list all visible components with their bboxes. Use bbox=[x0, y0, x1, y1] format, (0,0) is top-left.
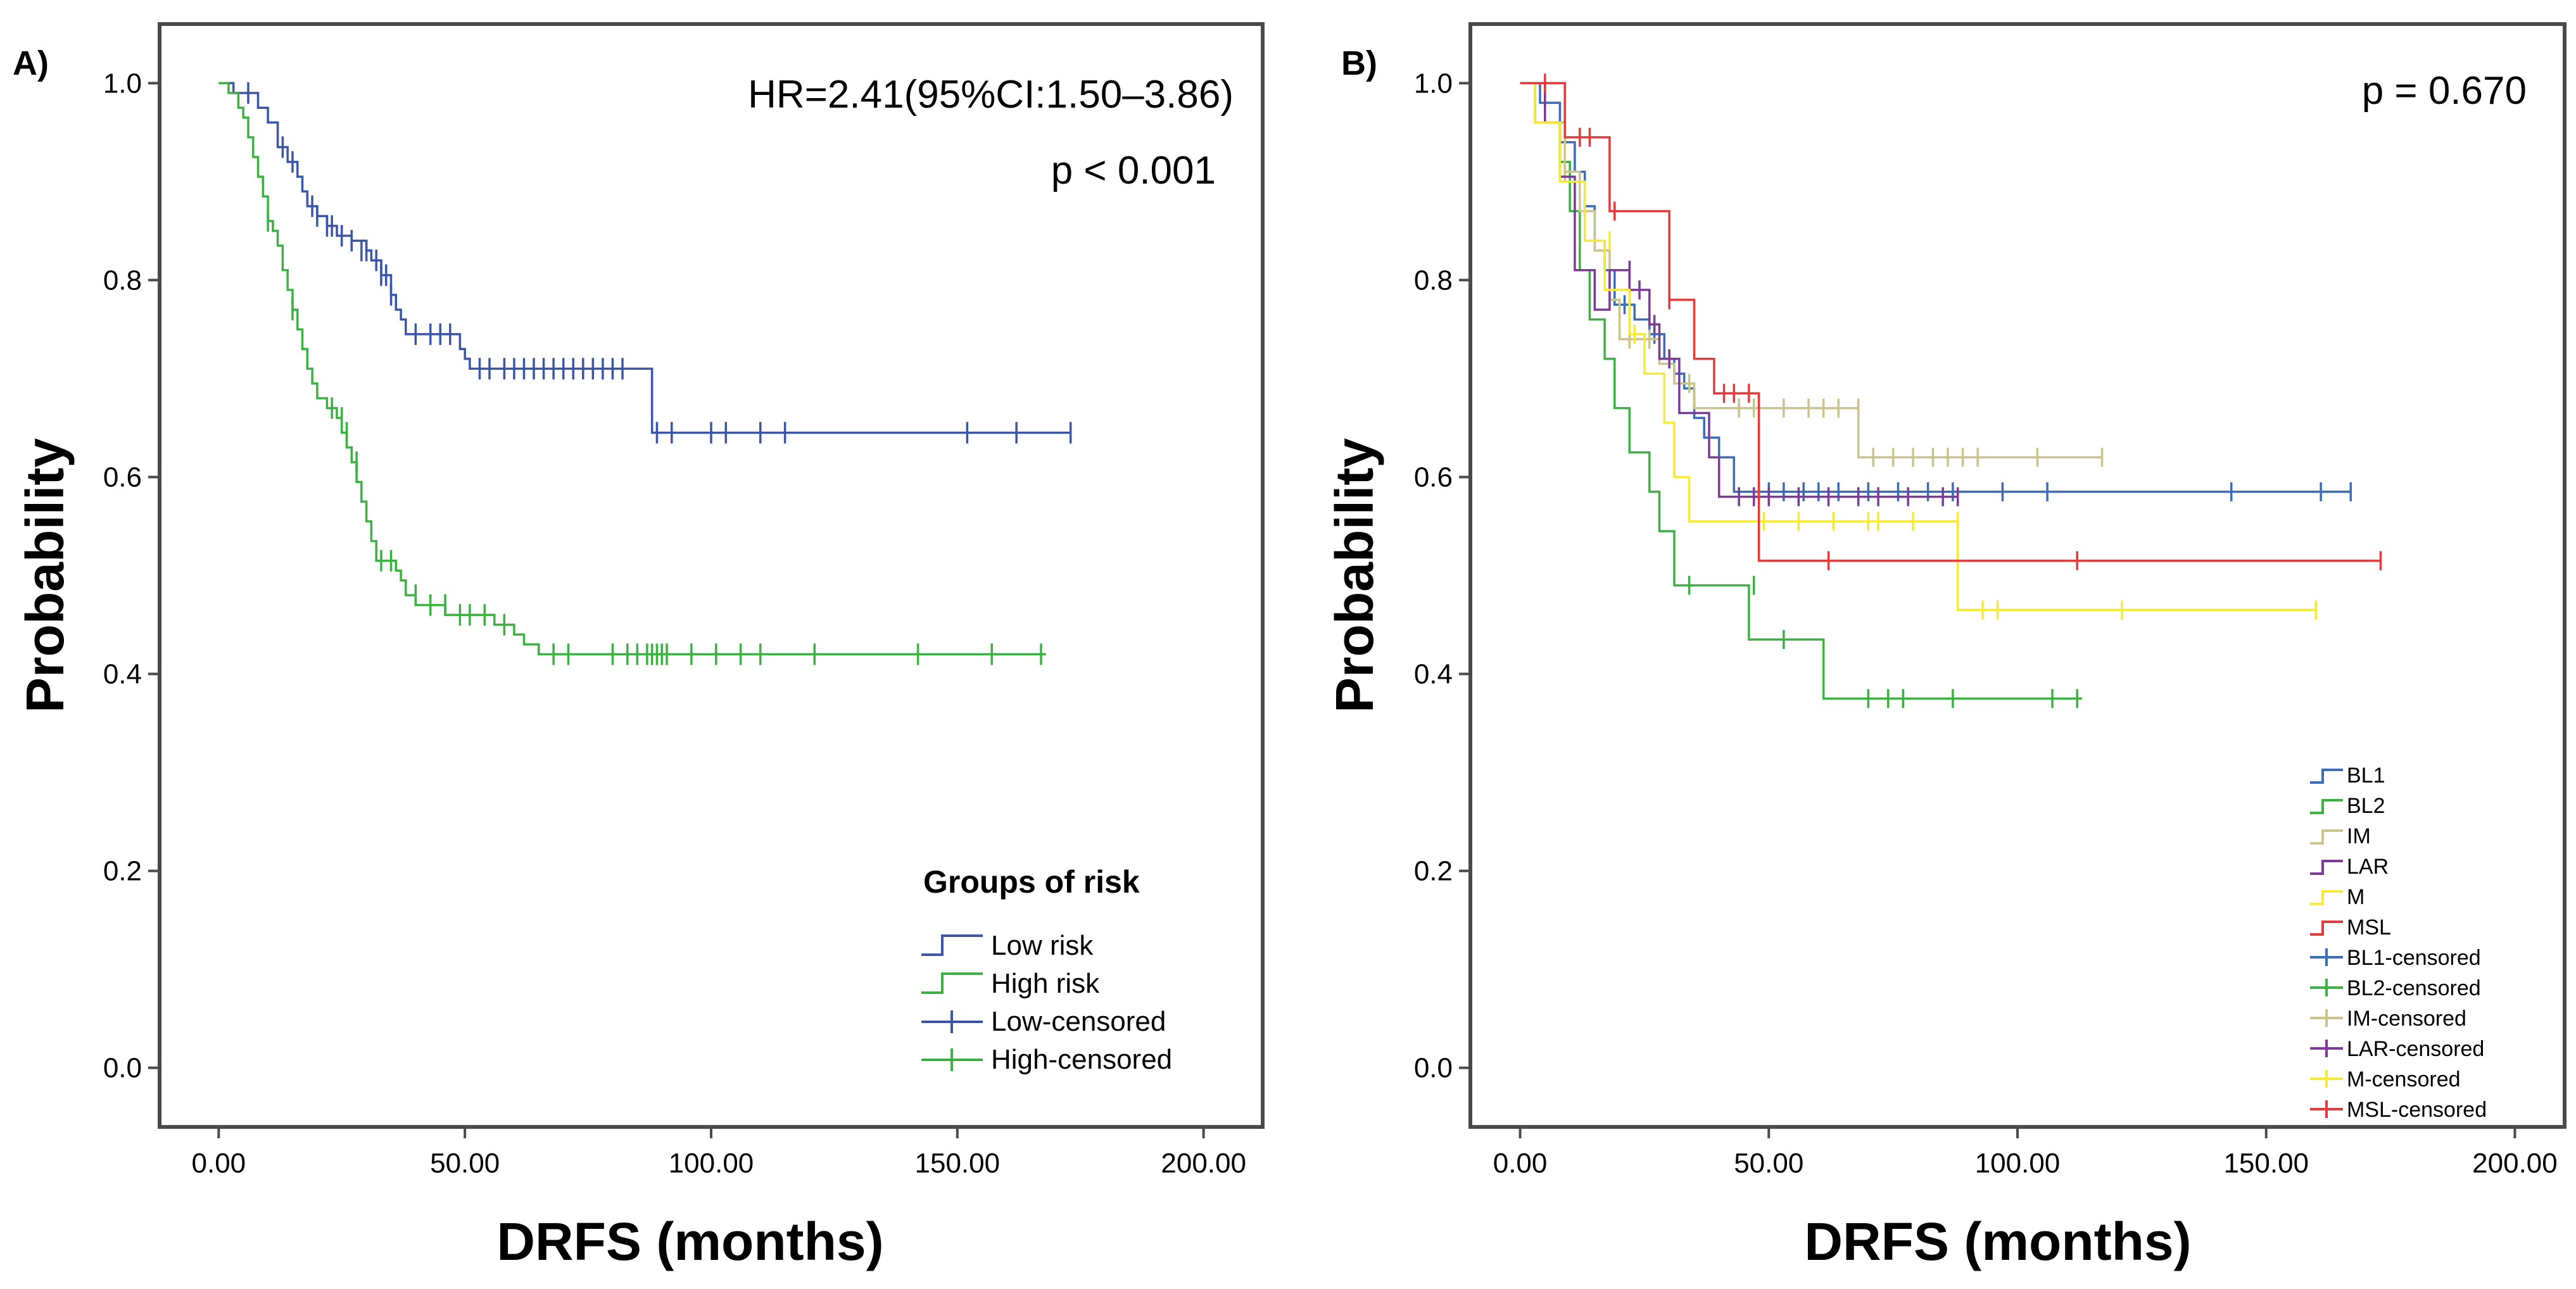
panel-a-legend-title: Groups of risk bbox=[923, 864, 1140, 900]
panel-b-legend-bl2: BL2 bbox=[2347, 794, 2385, 818]
panel-a-plot-area: 0.0 0.2 0.4 0.6 0.8 1.0 0.00 50.00 100.00 150.00 2… bbox=[103, 68, 1246, 1179]
panel-a-legend-low-risk-swatch bbox=[921, 934, 983, 956]
panel-b-legend-msl-censored: MSL-censored bbox=[2347, 1098, 2487, 1122]
panel-a-label: A) bbox=[13, 44, 49, 82]
panel-b-legend-m-swatch bbox=[2310, 890, 2343, 905]
panel-b-legend-bl2-censored-swatch bbox=[2310, 979, 2343, 997]
panel-b-legend-bl1-censored: BL1-censored bbox=[2347, 946, 2481, 970]
panel-b-legend-bl1-censored-swatch bbox=[2310, 948, 2343, 966]
panel-a-legend-high-censored-swatch bbox=[921, 1048, 983, 1071]
panel-b-series-bl1-line bbox=[1520, 82, 2351, 493]
panel-a-legend-high-risk-swatch bbox=[921, 972, 983, 994]
panel-b-legend-im-swatch bbox=[2310, 829, 2343, 845]
panel-a-legend-high-risk: High risk bbox=[991, 968, 1100, 999]
panel-a-xtick-label: 0.00 bbox=[192, 1148, 246, 1179]
panel-a-xtick-label: 150.00 bbox=[915, 1148, 1001, 1179]
panel-a-ytick-label: 0.2 bbox=[103, 856, 142, 887]
panel-a-annotation-hr: HR=2.41(95%CI:1.50–3.86) bbox=[748, 73, 1234, 116]
panel-b-xtick-label: 200.00 bbox=[2472, 1148, 2558, 1179]
panel-b-series-im-line bbox=[1520, 82, 2102, 459]
panel-a-legend-low-risk: Low risk bbox=[991, 930, 1094, 961]
panel-b-legend-bl1: BL1 bbox=[2347, 764, 2385, 788]
panel-b-ytick-label: 1.0 bbox=[1414, 68, 1453, 99]
panel-b-legend-lar-swatch bbox=[2310, 860, 2343, 875]
panel-b-legend-bl1-swatch bbox=[2310, 769, 2343, 784]
panel-b-ytick-label: 0.8 bbox=[1414, 265, 1453, 296]
panel-a-ytick-label: 0.8 bbox=[103, 265, 142, 296]
panel-b-xtick-label: 0.00 bbox=[1493, 1148, 1548, 1179]
panel-a-legend-high-censored: High-censored bbox=[991, 1044, 1172, 1075]
panel-b-legend-m-censored-swatch bbox=[2310, 1070, 2343, 1088]
panel-b-legend-m: M bbox=[2347, 885, 2364, 909]
panel-b-ytick-label: 0.6 bbox=[1414, 462, 1453, 493]
panel-b-xlabel: DRFS (months) bbox=[1804, 1212, 2191, 1271]
panel-b-legend-im-censored-swatch bbox=[2310, 1009, 2343, 1027]
panel-b-legend-lar: LAR bbox=[2347, 855, 2389, 879]
panel-a-series-high-risk-line bbox=[218, 82, 1046, 656]
panel-b-legend-lar-censored: LAR-censored bbox=[2347, 1037, 2484, 1061]
panel-b-legend: BL1 BL2 IM LAR M MSL BL1-censored BL2-ce… bbox=[2310, 764, 2487, 1122]
panel-b-ytick-label: 0.4 bbox=[1414, 659, 1453, 690]
panel-b-legend-msl-censored-swatch bbox=[2310, 1100, 2343, 1118]
panel-b-legend-m-censored: M-censored bbox=[2347, 1067, 2461, 1091]
panel-a-ytick-label: 0.4 bbox=[103, 659, 142, 690]
panel-a-xtick-label: 100.00 bbox=[669, 1148, 754, 1179]
panel-a-plot-frame bbox=[158, 22, 1265, 1129]
panel-a: A) 0.0 0.2 0.4 0.6 0.8 1.0 0.00 50.00 100.00 150.… bbox=[13, 22, 1265, 1271]
panel-b-series-m-line bbox=[1520, 82, 2316, 612]
panel-a-legend-low-censored-swatch bbox=[921, 1010, 983, 1033]
panel-b-plot-area: 0.0 0.2 0.4 0.6 0.8 1.0 0.00 50.00 100.00 150.00 2… bbox=[1414, 68, 2558, 1179]
panel-b-legend-im-censored: IM-censored bbox=[2347, 1007, 2466, 1031]
panel-b-legend-msl-swatch bbox=[2310, 921, 2343, 936]
panel-b-ylabel: Probability bbox=[1325, 438, 1384, 713]
panel-b-legend-im: IM bbox=[2347, 824, 2371, 848]
panel-a-ytick-label: 1.0 bbox=[103, 68, 142, 99]
panel-a-xtick-label: 200.00 bbox=[1161, 1148, 1246, 1179]
panel-a-ytick-label: 0.6 bbox=[103, 462, 142, 493]
panel-b-legend-msl: MSL bbox=[2347, 915, 2391, 940]
panel-a-ylabel: Probability bbox=[15, 438, 75, 713]
panel-b-ytick-label: 0.2 bbox=[1414, 856, 1453, 887]
panel-b-legend-bl2-swatch bbox=[2310, 799, 2343, 814]
panel-b-plot-frame bbox=[1468, 22, 2567, 1129]
panel-b: B) 0.0 0.2 0.4 0.6 0.8 1.0 0.00 50.00 100.00 150.… bbox=[1325, 22, 2567, 1271]
panel-b-xtick-label: 150.00 bbox=[2223, 1148, 2309, 1179]
panel-a-xlabel: DRFS (months) bbox=[496, 1212, 883, 1271]
panel-b-ytick-label: 0.0 bbox=[1414, 1053, 1453, 1084]
panel-a-annotation-p: p < 0.001 bbox=[1051, 149, 1216, 192]
panel-b-label: B) bbox=[1341, 44, 1377, 82]
panel-a-legend: Groups of risk Low risk High risk Low-ce… bbox=[921, 864, 1172, 1075]
panel-a-xtick-label: 50.00 bbox=[430, 1148, 500, 1179]
panel-a-legend-low-censored: Low-censored bbox=[991, 1006, 1166, 1037]
panel-b-xtick-label: 100.00 bbox=[1975, 1148, 2061, 1179]
panel-a-ytick-label: 0.0 bbox=[103, 1053, 142, 1084]
panel-b-xtick-label: 50.00 bbox=[1734, 1148, 1803, 1179]
panel-b-legend-bl2-censored: BL2-censored bbox=[2347, 976, 2481, 1000]
panel-b-annotation-p: p = 0.670 bbox=[2362, 69, 2527, 113]
panel-b-legend-lar-censored-swatch bbox=[2310, 1040, 2343, 1057]
